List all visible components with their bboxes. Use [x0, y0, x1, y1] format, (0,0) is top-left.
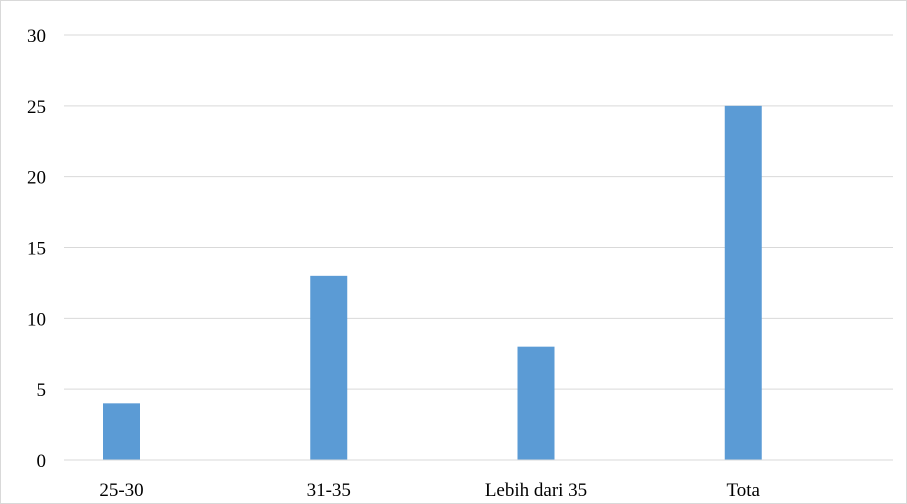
bar-tota: [724, 105, 762, 460]
grid-lines: [64, 34, 893, 390]
y-tick-label-25: 25: [27, 97, 46, 118]
x-tick-label-31-35: 31-35: [307, 480, 351, 501]
y-tick-label-10: 10: [27, 309, 46, 330]
y-axis-tick-labels: 0 5 10 15 20 25 30: [27, 26, 46, 472]
y-tick-label-20: 20: [27, 168, 46, 189]
x-tick-label-tota: Tota: [727, 480, 761, 501]
x-tick-label-lebih-dari-35: Lebih dari 35: [485, 480, 587, 501]
y-tick-label-0: 0: [37, 451, 47, 472]
y-tick-label-5: 5: [37, 380, 47, 401]
bar-lebih-dari-35: [517, 346, 555, 460]
y-tick-label-15: 15: [27, 239, 46, 260]
bars: [103, 105, 762, 460]
bar-31-35: [310, 275, 348, 460]
bar-25-30: [103, 403, 140, 460]
y-tick-label-30: 30: [27, 26, 46, 47]
x-axis-tick-labels: 25-30 31-35 Lebih dari 35 Tota: [99, 480, 760, 501]
x-tick-label-25-30: 25-30: [99, 480, 143, 501]
